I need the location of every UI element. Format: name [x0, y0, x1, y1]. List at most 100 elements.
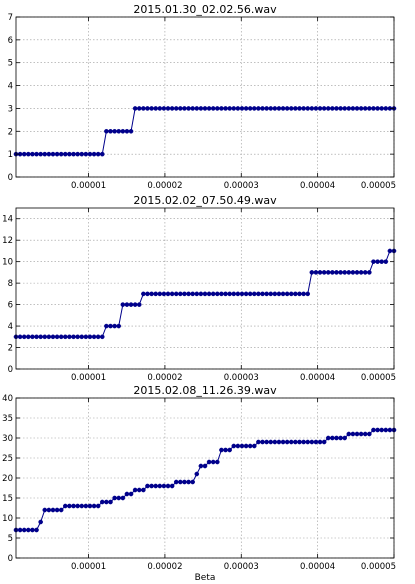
data-point — [182, 106, 187, 111]
data-point — [231, 443, 237, 449]
y-tick-label: 6 — [8, 36, 13, 46]
data-point — [264, 291, 269, 297]
data-point — [136, 302, 142, 307]
data-point — [219, 447, 224, 453]
data-point — [272, 291, 278, 297]
data-point — [83, 334, 89, 340]
data-point — [280, 291, 286, 297]
data-point — [342, 435, 348, 441]
data-point — [239, 443, 245, 449]
data-point — [132, 302, 138, 307]
data-point — [239, 291, 245, 297]
data-point — [173, 106, 179, 111]
data-point — [34, 334, 39, 340]
data-point — [383, 106, 389, 111]
data-point — [153, 291, 158, 297]
data-point — [128, 128, 134, 134]
data-point — [334, 106, 339, 111]
data-point — [108, 499, 113, 505]
data-point — [54, 507, 60, 513]
data-point — [371, 106, 376, 111]
data-point — [46, 151, 52, 157]
data-point — [116, 128, 122, 134]
data-point — [132, 106, 138, 111]
data-point — [268, 106, 274, 111]
data-point — [38, 151, 43, 157]
data-point — [87, 503, 93, 509]
data-point — [75, 334, 80, 340]
data-point — [190, 291, 195, 297]
y-tick-label: 40 — [2, 394, 13, 404]
data-point — [227, 106, 232, 111]
data-point — [169, 483, 175, 489]
data-point — [165, 483, 171, 489]
data-point — [227, 447, 232, 453]
data-point — [235, 106, 241, 111]
data-point — [198, 106, 204, 111]
data-point — [280, 439, 286, 445]
y-tick-label: 4 — [8, 322, 13, 332]
data-point — [354, 270, 360, 275]
data-point — [141, 106, 146, 111]
data-point — [83, 151, 89, 157]
data-point — [305, 291, 311, 297]
data-point — [104, 499, 109, 505]
data-point — [223, 106, 228, 111]
data-point — [124, 128, 130, 134]
y-tick-label: 4 — [8, 82, 13, 92]
data-point — [379, 427, 384, 433]
data-point — [223, 291, 228, 297]
data-point — [161, 483, 167, 489]
data-point — [104, 128, 109, 134]
data-point — [58, 334, 64, 340]
data-point — [108, 128, 113, 134]
data-point — [334, 270, 339, 275]
data-point — [157, 483, 163, 489]
data-point — [206, 106, 212, 111]
data-point — [268, 291, 274, 297]
data-point — [124, 302, 130, 307]
data-point — [346, 106, 352, 111]
data-point — [276, 291, 282, 297]
data-point — [288, 439, 294, 445]
y-tick-label: 1 — [8, 150, 13, 160]
y-tick-label: 3 — [8, 104, 13, 114]
x-tick-label: 0.00002 — [147, 562, 182, 572]
x-tick-label: 0.00002 — [147, 373, 182, 383]
data-point — [157, 291, 163, 297]
data-point — [95, 151, 101, 157]
y-tick-label: 6 — [8, 301, 13, 311]
data-point — [325, 270, 331, 275]
data-point — [317, 439, 323, 445]
data-point — [42, 334, 48, 340]
data-point — [247, 106, 253, 111]
data-point — [202, 106, 208, 111]
x-tick-label: 0.00001 — [71, 562, 106, 572]
data-point — [256, 291, 261, 297]
data-point — [202, 463, 208, 469]
data-point — [30, 151, 35, 157]
y-tick-label: 25 — [2, 454, 13, 464]
data-point — [264, 106, 269, 111]
data-point — [124, 491, 130, 497]
data-point — [17, 527, 23, 533]
data-point — [112, 495, 117, 501]
data-point — [350, 270, 356, 275]
data-point — [149, 483, 154, 489]
data-point — [387, 248, 393, 254]
data-point — [297, 291, 302, 297]
data-point — [153, 106, 158, 111]
data-point — [276, 106, 282, 111]
data-point — [325, 106, 331, 111]
y-tick-label: 15 — [2, 494, 13, 504]
data-point — [362, 106, 368, 111]
data-point — [104, 323, 109, 329]
data-point — [247, 443, 253, 449]
data-point — [260, 439, 265, 445]
data-point — [367, 431, 372, 437]
data-point — [260, 291, 265, 297]
data-point — [116, 495, 122, 501]
data-point — [293, 439, 298, 445]
data-point — [63, 334, 68, 340]
data-point — [354, 431, 360, 437]
